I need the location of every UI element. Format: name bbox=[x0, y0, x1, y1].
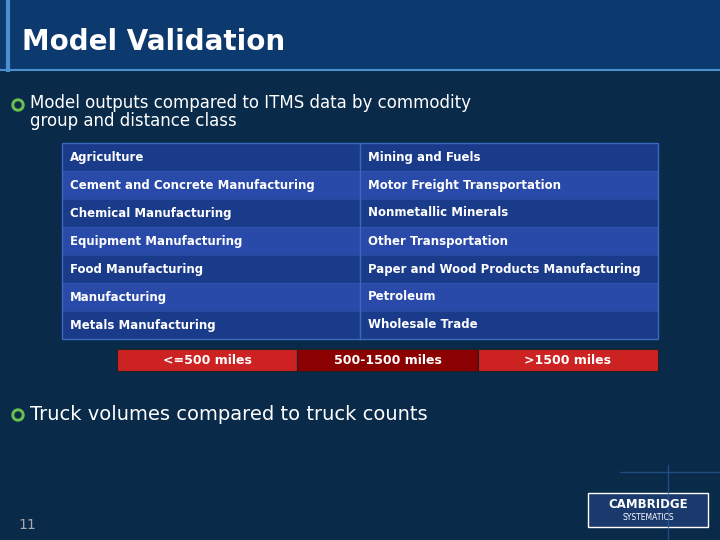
Text: Model outputs compared to ITMS data by commodity: Model outputs compared to ITMS data by c… bbox=[30, 94, 471, 112]
Text: Other Transportation: Other Transportation bbox=[368, 234, 508, 247]
Text: <=500 miles: <=500 miles bbox=[163, 354, 251, 367]
FancyBboxPatch shape bbox=[297, 349, 477, 371]
FancyBboxPatch shape bbox=[62, 311, 658, 339]
FancyBboxPatch shape bbox=[62, 143, 658, 171]
Text: 500-1500 miles: 500-1500 miles bbox=[333, 354, 441, 367]
Text: Paper and Wood Products Manufacturing: Paper and Wood Products Manufacturing bbox=[368, 262, 641, 275]
Text: Nonmetallic Minerals: Nonmetallic Minerals bbox=[368, 206, 508, 219]
Text: Motor Freight Transportation: Motor Freight Transportation bbox=[368, 179, 561, 192]
Text: group and distance class: group and distance class bbox=[30, 112, 237, 130]
FancyBboxPatch shape bbox=[62, 171, 658, 199]
Circle shape bbox=[15, 102, 21, 108]
Text: Chemical Manufacturing: Chemical Manufacturing bbox=[70, 206, 232, 219]
Text: SYSTEMATICS: SYSTEMATICS bbox=[622, 512, 674, 522]
Text: Mining and Fuels: Mining and Fuels bbox=[368, 151, 480, 164]
Circle shape bbox=[12, 99, 24, 111]
Text: >1500 miles: >1500 miles bbox=[524, 354, 611, 367]
Text: CAMBRIDGE: CAMBRIDGE bbox=[608, 497, 688, 510]
FancyBboxPatch shape bbox=[62, 283, 658, 311]
FancyBboxPatch shape bbox=[477, 349, 658, 371]
Text: 11: 11 bbox=[18, 518, 36, 532]
Circle shape bbox=[15, 412, 21, 418]
FancyBboxPatch shape bbox=[588, 493, 708, 527]
Text: Cement and Concrete Manufacturing: Cement and Concrete Manufacturing bbox=[70, 179, 315, 192]
Text: Manufacturing: Manufacturing bbox=[70, 291, 167, 303]
Text: Truck volumes compared to truck counts: Truck volumes compared to truck counts bbox=[30, 406, 428, 424]
Text: Metals Manufacturing: Metals Manufacturing bbox=[70, 319, 215, 332]
FancyBboxPatch shape bbox=[62, 199, 658, 227]
Text: Equipment Manufacturing: Equipment Manufacturing bbox=[70, 234, 243, 247]
Text: Wholesale Trade: Wholesale Trade bbox=[368, 319, 477, 332]
FancyBboxPatch shape bbox=[62, 227, 658, 255]
Text: Petroleum: Petroleum bbox=[368, 291, 436, 303]
FancyBboxPatch shape bbox=[62, 255, 658, 283]
FancyBboxPatch shape bbox=[0, 0, 720, 70]
Text: Agriculture: Agriculture bbox=[70, 151, 145, 164]
Text: Model Validation: Model Validation bbox=[22, 28, 285, 56]
FancyBboxPatch shape bbox=[117, 349, 297, 371]
Text: Food Manufacturing: Food Manufacturing bbox=[70, 262, 203, 275]
Circle shape bbox=[12, 409, 24, 421]
